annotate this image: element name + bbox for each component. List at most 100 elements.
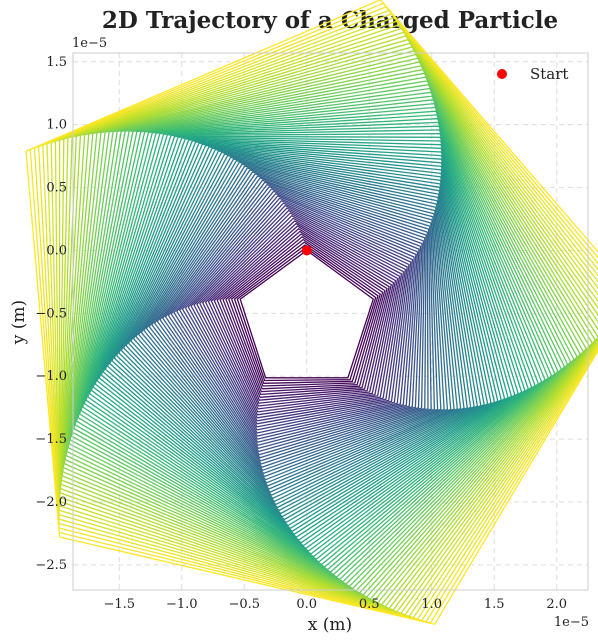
legend: Start — [497, 65, 568, 83]
plot-frame — [72, 52, 589, 591]
trajectory-segment — [239, 249, 374, 379]
trajectory-segment — [202, 215, 403, 416]
trajectory-segment — [222, 233, 388, 396]
trajectory-segment — [151, 173, 436, 471]
trajectory-segment — [90, 135, 523, 550]
trajectory-segment — [143, 167, 445, 481]
trajectory-segment — [70, 87, 566, 583]
trajectory-segment — [153, 175, 432, 468]
trajectory-segment — [104, 142, 499, 530]
trajectory-segment — [66, 72, 578, 592]
trajectory-segment — [176, 192, 419, 443]
trajectory-segment — [199, 212, 405, 419]
trajectory-segment — [67, 76, 575, 590]
trajectory-segment — [92, 136, 519, 547]
x-tick-label: 2.0 — [546, 597, 567, 612]
trajectory-segment — [60, 42, 598, 608]
trajectory-lines — [25, 0, 598, 625]
trajectory-segment — [77, 106, 549, 571]
trajectory-segment — [145, 169, 442, 478]
trajectory-segment — [68, 80, 572, 587]
trajectory-segment — [106, 143, 496, 527]
trajectory-segment — [127, 156, 465, 499]
trajectory-segment — [113, 147, 485, 518]
trajectory-segment — [59, 31, 598, 613]
trajectory-segment — [74, 99, 556, 576]
trajectory-segment — [207, 220, 399, 410]
x-tick-label: 0.5 — [359, 597, 380, 612]
trajectory-segment — [118, 150, 479, 512]
trajectory-segment — [61, 50, 596, 604]
y-tick-label: 1.0 — [46, 118, 67, 133]
y-tick-label: −0.5 — [35, 306, 67, 321]
trajectory-segment — [184, 200, 414, 434]
y-tick-label: 0.5 — [46, 181, 67, 196]
trajectory-segment — [88, 132, 526, 552]
y-tick-label: −2.0 — [35, 495, 67, 510]
trajectory-segment — [78, 110, 546, 568]
trajectory-segment — [42, 13, 598, 620]
trajectory-segment — [82, 118, 539, 563]
trajectory-segment — [83, 121, 536, 560]
trajectory-segment — [167, 186, 423, 453]
trajectory-segment — [190, 204, 410, 428]
trajectory-segment — [130, 158, 462, 496]
trajectory-segment — [216, 228, 392, 401]
y-tick-label: −1.0 — [35, 369, 67, 384]
trajectory-segment — [120, 151, 475, 509]
x-tick-label: −0.5 — [228, 597, 260, 612]
trajectory-segment — [59, 38, 598, 609]
trajectory-segment — [162, 181, 426, 459]
trajectory-segment — [111, 146, 489, 521]
trajectory-segment — [37, 9, 598, 622]
trajectory-segment — [29, 2, 598, 624]
trajectory-segment — [25, 0, 598, 625]
y-tick-label: −1.5 — [35, 432, 67, 447]
x-offset-label: 1e−5 — [554, 615, 589, 630]
trajectory-segment — [125, 154, 468, 503]
trajectory-segment — [233, 244, 379, 384]
y-tick-label: 1.5 — [46, 55, 67, 70]
trajectory-segment — [213, 225, 395, 404]
y-tick-label: −2.5 — [35, 558, 67, 573]
trajectory-segment — [173, 190, 420, 446]
trajectory-segment — [58, 27, 598, 614]
y-tick-label: 0.0 — [46, 243, 67, 258]
start-point-marker — [301, 245, 312, 256]
trajectory-segment — [132, 160, 458, 493]
x-tick-label: 1.0 — [421, 597, 442, 612]
x-tick-label: 0.0 — [296, 597, 317, 612]
legend-start-label: Start — [530, 65, 568, 83]
trajectory-segment — [187, 202, 412, 431]
trajectory-segment — [69, 84, 569, 585]
y-ticks: 1.5 1.0 0.5 0.0 −0.5 −1.0 −1.5 −2.0 −2.5 — [35, 55, 67, 573]
trajectory-segment — [46, 16, 598, 619]
trajectory-segment — [94, 137, 516, 544]
trajectory-segment — [228, 238, 384, 390]
trajectory-segment — [204, 217, 401, 413]
trajectory-segment — [50, 20, 598, 618]
trajectory-segment — [109, 144, 492, 524]
x-tick-label: −1.0 — [166, 597, 198, 612]
y-offset-label: 1e−5 — [72, 36, 107, 51]
trajectory-segment — [96, 138, 513, 541]
trajectory-segment — [85, 125, 533, 558]
trajectory-segment — [159, 179, 427, 462]
legend-start-marker — [497, 69, 507, 79]
trajectory-segment — [62, 53, 593, 602]
trajectory-segment — [115, 148, 482, 515]
trajectory-segment — [63, 61, 587, 598]
trajectory-segment — [100, 140, 506, 535]
trajectory-segment — [230, 241, 381, 387]
trajectory-segment — [71, 91, 562, 580]
trajectory-segment — [75, 102, 553, 573]
trajectory-segment — [193, 207, 408, 425]
trajectory-segment — [196, 209, 407, 422]
trajectory-segment — [179, 195, 417, 440]
x-tick-label: −1.5 — [103, 597, 135, 612]
trajectory-segment — [148, 171, 439, 475]
trajectory-segment — [123, 153, 472, 506]
trajectory-segment — [225, 236, 386, 393]
trajectory-segment — [236, 247, 377, 382]
